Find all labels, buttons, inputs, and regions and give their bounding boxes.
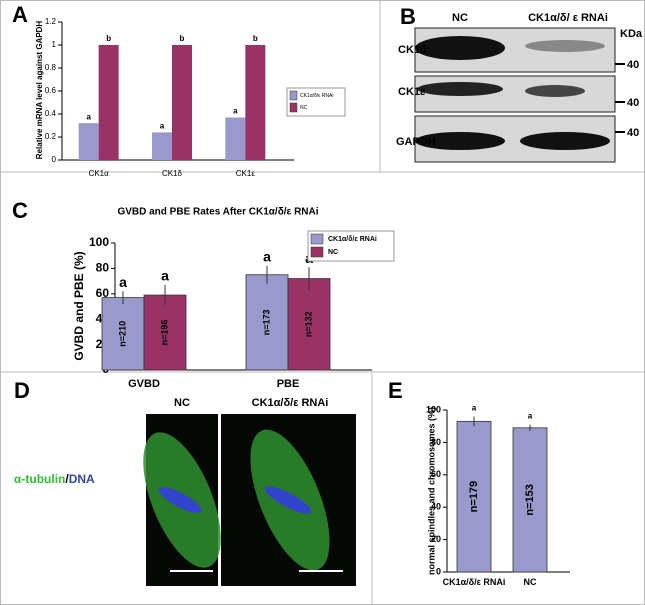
legend-swatch [310,233,324,245]
x-tick-label-box: NC [523,577,537,587]
bar [512,427,548,573]
y-tick-label: 1 [52,40,57,49]
y-axis-label: normal spindles and chromosomes (%) [426,407,436,575]
bar [245,45,266,160]
x-tick-label: CK1α/δ/ε RNAi [442,577,506,587]
bar [78,123,99,160]
legend-label: CK1α/δ/ε RNAi [328,236,377,243]
blot-band [415,132,505,150]
blot-strips [414,27,616,163]
x-tick-label: NC [523,577,537,587]
x-tick-label-box: CK1α/δ/ε RNAi [442,577,506,587]
significance-label: a [472,404,477,413]
marker-label: 40 [627,127,639,139]
bar [98,45,119,160]
x-tick-label: CK1δ [162,169,183,178]
blot-band [417,82,503,96]
n-label: n=196 [159,320,169,346]
y-tick-label: 0.6 [45,86,57,95]
y-tick-label: 0.8 [45,63,57,72]
n-label: n=210 [117,321,127,347]
blot-band [520,132,610,150]
blot-label: GAPDH [396,136,436,148]
y-axis-label: GVBD and PBE (%) [72,251,86,360]
significance-label: a [161,268,169,284]
y-tick-label: 0 [436,566,441,576]
y-tick-label: 60 [96,286,110,300]
y-tick-label: 80 [431,437,441,447]
y-tick-label: 0.4 [45,109,57,118]
lane-label: CK1α/δ/ ε RNAi [528,12,608,24]
significance-label: a [160,122,165,131]
x-tick-label: GVBD [128,378,160,390]
bar [172,45,192,160]
n-label: n=132 [303,311,313,337]
significance-label: a [119,274,127,290]
y-tick-label: 40 [431,502,441,512]
stain-separator: / [65,472,69,486]
bar [101,297,145,371]
legend-label: NC [300,105,308,111]
x-tick-label: CK1α [89,169,110,178]
y-tick-label: 0 [52,155,57,164]
y-tick-label: 100 [426,404,441,414]
blot-band [525,85,585,97]
significance-label: a [86,112,91,121]
micrograph-images [143,414,356,586]
image-label: NC [174,397,190,409]
stain-label: DNA [69,472,95,486]
image-label: CK1α/δ/ε RNAi [252,397,329,409]
significance-label: a [528,412,533,421]
significance-label: b [253,34,258,43]
panel-letter: A [12,2,28,27]
panel-letter: B [400,4,416,29]
x-tick-label: PBE [277,378,300,390]
chart-title: GVBD and PBE Rates After CK1α/δ/ε RNAi [117,207,318,218]
significance-label: b [106,34,111,43]
bar [143,294,187,371]
legend-swatch [289,102,298,113]
y-tick-label: 80 [96,261,110,275]
x-tick-label: CK1ε [236,169,256,178]
stain-label: α-tubulin [14,472,65,486]
panel-letter: C [12,198,28,223]
unit-label: KDa [620,28,643,40]
n-label: n=153 [524,484,536,516]
y-tick-label: 1.2 [45,17,57,26]
bar [152,132,172,160]
panel-letter: E [388,378,403,403]
significance-label: a [263,249,271,265]
bar [225,117,246,160]
n-label: n=179 [468,481,480,513]
lane-label: NC [452,12,468,24]
legend-swatch [310,246,324,258]
legend-swatch [289,90,298,101]
blot-band [525,40,605,52]
y-tick-label: 0.2 [45,132,57,141]
stain-legend: α-tubulin/DNA [14,472,95,486]
y-axis-label: Relative mRNA level against GAPDH [35,21,44,160]
blot-band [415,36,505,60]
legend-label: CK1α/δ/ε RNAi [300,93,333,99]
chromosomes [158,487,202,513]
y-tick-label: 20 [431,534,441,544]
marker-label: 40 [627,97,639,109]
y-tick-label: 60 [431,469,441,479]
blot-label: CK1δ [398,44,427,56]
panel-letter: D [14,378,30,403]
legend-label: NC [328,249,338,256]
marker-label: 40 [627,59,639,71]
n-label: n=173 [261,309,271,335]
significance-label: b [180,34,185,43]
chromosomes [264,486,312,514]
y-tick-label: 100 [89,235,109,249]
bar [287,278,331,371]
significance-label: a [233,107,238,116]
bar [245,274,289,371]
blot-label: CK1ε [398,86,426,98]
